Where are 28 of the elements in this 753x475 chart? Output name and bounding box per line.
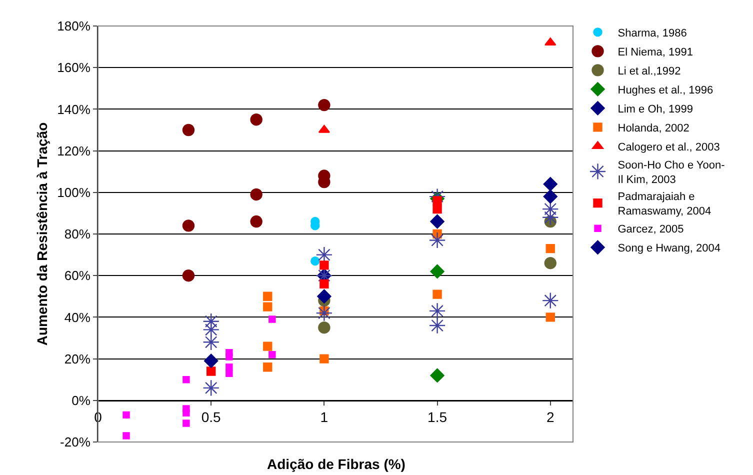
y-tick-label: 60% [64, 268, 91, 284]
y-tick-label: 180% [57, 18, 91, 34]
y-tick-label: 80% [64, 226, 91, 242]
legend-label: Holanda, 2002 [618, 122, 690, 134]
legend-label: Sharma, 1986 [618, 27, 687, 40]
legend-label: El Niema, 1991 [618, 46, 693, 58]
legend-label: Calogero et al., 2003 [618, 141, 720, 154]
y-tick-label: 120% [57, 143, 91, 158]
legend-label: Hughes et al., 1996 [618, 84, 714, 96]
legend-label: Lim e Oh, 1999 [618, 103, 693, 116]
y-tick-label: 0% [72, 392, 91, 408]
y-tick-label: 20% [64, 351, 91, 366]
legend-label: Soon-Ho Cho e Yoon-Il Kim, 2003 [618, 160, 726, 186]
y-tick-label: -20% [60, 434, 91, 450]
legend-label: Song e Hwang, 2004 [618, 242, 720, 255]
x-axis-title: Adição de Fibras (%) [267, 456, 406, 472]
legend-label: Padmarajaiah e Ramaswamy, 2004 [618, 191, 712, 218]
y-tick-label: 160% [57, 60, 91, 76]
y-axis-title: Aumento da Resistência à Tração [34, 122, 50, 346]
legend-label: Li et al.,1992 [618, 65, 681, 78]
x-tick-label: 2 [546, 409, 554, 426]
x-tick-label: 1 [320, 409, 328, 426]
x-tick-label: 1.5 [428, 409, 448, 426]
x-tick-label: 0.5 [201, 409, 222, 426]
y-tick-label: 100% [57, 184, 91, 200]
legend-label: Garcez, 2005 [618, 224, 684, 236]
y-tick-label: 140% [57, 102, 91, 117]
y-tick-label: 40% [64, 310, 91, 325]
